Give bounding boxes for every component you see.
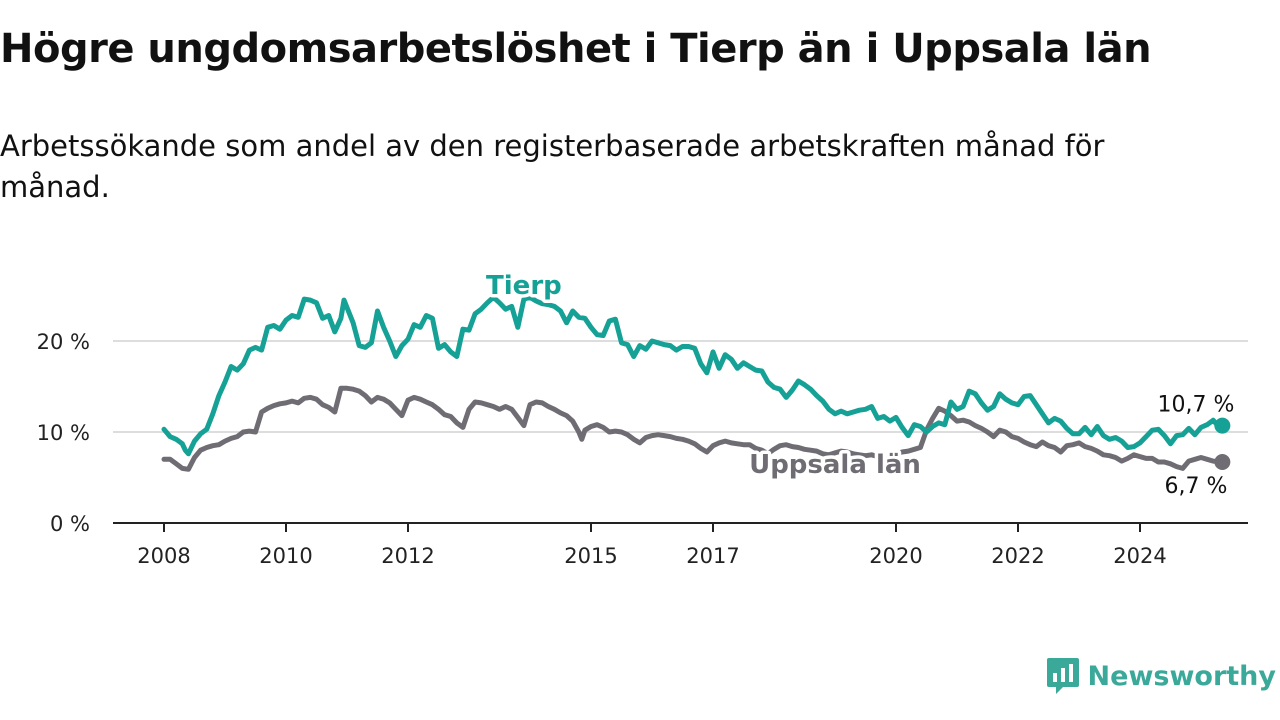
- endpoint-value-uppsala: 6,7 %: [1165, 474, 1228, 499]
- y-tick-label: 10 %: [37, 421, 90, 445]
- y-tick-label: 20 %: [37, 330, 90, 354]
- x-tick-label: 2020: [869, 544, 922, 568]
- line-chart: 0 % 10 % 20 % 2008 2010 2012 2015 2017 2020 2022…: [37, 268, 1248, 568]
- chart-title: Högre ungdomsarbetslöshet i Tierp än i U…: [0, 26, 1152, 72]
- endpoint-value-uppsala-halo: 6,7 %: [1165, 474, 1228, 499]
- x-tick-label: 2008: [137, 544, 190, 568]
- series-line-tierp: [161, 294, 1225, 457]
- newsworthy-logo: Newsworthy: [1046, 656, 1276, 696]
- endpoint-value-tierp: 10,7 %: [1158, 393, 1235, 418]
- x-tick-label: 2017: [686, 544, 739, 568]
- y-tick-label: 0 %: [50, 512, 90, 536]
- series-label-tierp: Tierp: [486, 271, 562, 301]
- series-label-uppsala-halo: Uppsala län: [749, 450, 921, 480]
- x-tick-label: 2012: [381, 544, 434, 568]
- y-axis-tick-labels: 0 % 10 % 20 %: [37, 330, 90, 536]
- endpoint-value-tierp-halo: 10,7 %: [1158, 393, 1235, 418]
- series-line-uppsala: [161, 385, 1225, 472]
- series-label-uppsala: Uppsala län: [749, 450, 921, 480]
- x-tick-label: 2022: [991, 544, 1044, 568]
- x-tick-label: 2010: [259, 544, 312, 568]
- series-endpoint-uppsala: [1214, 454, 1231, 471]
- series-label-tierp-halo: Tierp: [486, 271, 562, 301]
- series-lines: [161, 294, 1231, 472]
- newsworthy-logo-text: Newsworthy: [1087, 660, 1276, 692]
- gridlines: [113, 340, 1248, 433]
- newsworthy-logo-icon: [1046, 658, 1079, 694]
- x-tick-label: 2024: [1113, 544, 1166, 568]
- x-tick-label: 2015: [564, 544, 617, 568]
- series-endpoint-tierp: [1214, 417, 1231, 434]
- chart-subtitle: Arbetssökande som andel av den registerb…: [0, 129, 1105, 204]
- x-axis-ticks: 2008 2010 2012 2015 2017 2020 2022 2024: [137, 523, 1167, 568]
